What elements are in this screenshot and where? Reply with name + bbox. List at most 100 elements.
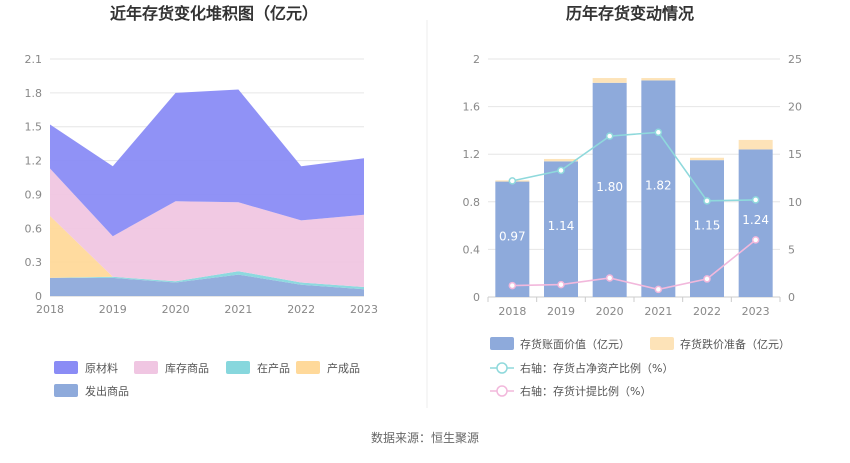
left-x-tick-label: 2022 bbox=[287, 303, 315, 316]
left-x-tick-label: 2019 bbox=[99, 303, 127, 316]
left-x-tick-label: 2021 bbox=[224, 303, 252, 316]
inventory-bar-line-chart: 历年存货变动情况 0.97 1.14 1.80 1.82 1.15 1.24 0 0.4 0.… bbox=[463, 4, 803, 398]
bar-存货跌价准备（亿元） bbox=[641, 78, 676, 81]
legend-marker bbox=[496, 385, 508, 397]
legend-label: 原材料 bbox=[85, 361, 118, 375]
line-point bbox=[508, 281, 517, 290]
legend-label: 在产品 bbox=[257, 361, 290, 375]
area-series-原材料 bbox=[50, 89, 364, 237]
source-note: 数据来源：恒生聚源 bbox=[371, 430, 479, 445]
bar-存货跌价准备（亿元） bbox=[690, 157, 724, 161]
bar-data-label: 1.15 bbox=[694, 219, 721, 233]
line-point bbox=[751, 196, 760, 204]
right-lines bbox=[508, 128, 760, 294]
legend-label: 发出商品 bbox=[85, 384, 129, 398]
right-y-axis: 0 0.4 0.8 1.2 1.6 2 bbox=[463, 53, 481, 304]
line-point bbox=[654, 285, 663, 294]
line-point bbox=[751, 236, 760, 244]
legend-swatch bbox=[134, 361, 158, 374]
right-x-tick-label: 2021 bbox=[644, 305, 672, 318]
line-point bbox=[557, 280, 565, 289]
right-x-tick-label: 2022 bbox=[693, 305, 721, 318]
right-x-axis: 2018 2019 2020 2021 2022 2023 bbox=[487, 297, 781, 318]
bar-存货跌价准备（亿元） bbox=[544, 158, 578, 162]
line-point bbox=[605, 132, 614, 140]
line-point bbox=[703, 275, 711, 283]
bar-存货账面价值（亿元） bbox=[495, 181, 530, 297]
left-y-tick-label: 1.2 bbox=[25, 155, 43, 168]
area-series-库存商品 bbox=[50, 168, 364, 287]
line-point bbox=[605, 274, 614, 282]
line-point bbox=[508, 177, 517, 185]
legend-swatch bbox=[54, 361, 78, 374]
legend-swatch bbox=[296, 361, 320, 374]
bar-存货账面价值（亿元） bbox=[592, 82, 627, 297]
legend-swatch bbox=[490, 337, 514, 350]
bar-data-label: 0.97 bbox=[499, 229, 526, 243]
left-x-tick-label: 2018 bbox=[36, 303, 64, 316]
bar-data-label: 1.24 bbox=[742, 213, 769, 227]
right-y2-axis: 0 5 10 15 20 25 bbox=[788, 53, 802, 304]
right-y-tick-label: 0.8 bbox=[463, 196, 481, 209]
legend-label: 存货账面价值（亿元） bbox=[520, 337, 630, 351]
right-y-tick-label: 1.6 bbox=[463, 101, 481, 114]
line-point bbox=[557, 166, 565, 175]
bar-data-label: 1.14 bbox=[548, 219, 575, 233]
left-x-axis: 2018 2019 2020 2021 2022 2023 bbox=[36, 303, 378, 316]
legend-swatch bbox=[650, 337, 674, 350]
right-y2-tick-label: 15 bbox=[788, 148, 802, 161]
left-areas bbox=[50, 89, 364, 296]
bar-存货账面价值（亿元） bbox=[641, 80, 676, 297]
bar-存货账面价值（亿元） bbox=[544, 161, 578, 297]
left-y-tick-label: 2.1 bbox=[25, 53, 43, 66]
area-series-发出商品 bbox=[50, 274, 364, 296]
bar-存货账面价值（亿元） bbox=[738, 149, 773, 297]
legend-label: 存货跌价准备（亿元） bbox=[680, 337, 790, 351]
left-y-tick-label: 1.5 bbox=[25, 121, 43, 134]
line-point bbox=[654, 128, 663, 137]
left-x-tick-label: 2023 bbox=[350, 303, 378, 316]
left-y-tick-label: 0.6 bbox=[25, 222, 43, 235]
bar-存货跌价准备（亿元） bbox=[592, 78, 627, 83]
stacked-area-chart: 近年存货变化堆积图（亿元） 0 0.3 0.6 0.9 1.2 1.5 1.8 2.1 201… bbox=[25, 4, 379, 398]
legend-swatch bbox=[226, 361, 250, 374]
legend-label: 产成品 bbox=[327, 361, 360, 375]
right-x-tick-label: 2019 bbox=[547, 305, 575, 318]
right-bars bbox=[495, 78, 773, 297]
right-y-tick-label: 2 bbox=[473, 53, 480, 66]
right-grid bbox=[488, 58, 780, 298]
bar-data-label: 1.82 bbox=[645, 179, 672, 193]
right-y2-tick-label: 10 bbox=[788, 196, 802, 209]
bar-存货跌价准备（亿元） bbox=[738, 139, 773, 150]
line-point bbox=[703, 197, 711, 205]
legend-marker bbox=[496, 362, 508, 374]
right-x-tick-label: 2023 bbox=[742, 305, 770, 318]
left-y-tick-label: 0.3 bbox=[25, 256, 43, 269]
right-y-tick-label: 0.4 bbox=[463, 243, 481, 256]
legend-label: 右轴：存货占净资产比例（%） bbox=[520, 361, 673, 375]
left-y-tick-label: 0.9 bbox=[25, 188, 43, 201]
right-y2-tick-label: 0 bbox=[788, 291, 795, 304]
right-chart-title: 历年存货变动情况 bbox=[566, 4, 694, 23]
right-y-tick-label: 0 bbox=[473, 291, 480, 304]
right-y2-tick-label: 25 bbox=[788, 53, 802, 66]
legend-swatch bbox=[54, 384, 78, 397]
left-y-tick-label: 1.8 bbox=[25, 87, 43, 100]
left-chart-title: 近年存货变化堆积图（亿元） bbox=[110, 4, 318, 23]
right-x-tick-label: 2018 bbox=[498, 305, 526, 318]
bar-data-label: 1.80 bbox=[596, 180, 623, 194]
legend-label: 库存商品 bbox=[165, 361, 209, 375]
line-右轴：存货计提比例（%） bbox=[512, 239, 757, 291]
left-y-tick-label: 0 bbox=[35, 290, 42, 303]
right-y2-tick-label: 20 bbox=[788, 101, 802, 114]
right-legend: 存货账面价值（亿元） 存货跌价准备（亿元） 右轴：存货占净资产比例（%） 右轴：存货计… bbox=[490, 337, 790, 398]
legend-label: 右轴：存货计提比例（%） bbox=[520, 384, 651, 398]
bar-存货账面价值（亿元） bbox=[690, 160, 724, 297]
left-y-axis: 0 0.3 0.6 0.9 1.2 1.5 1.8 2.1 bbox=[25, 53, 43, 303]
right-y2-tick-label: 5 bbox=[788, 243, 795, 256]
right-y-tick-label: 1.2 bbox=[463, 148, 481, 161]
left-x-tick-label: 2020 bbox=[162, 303, 190, 316]
